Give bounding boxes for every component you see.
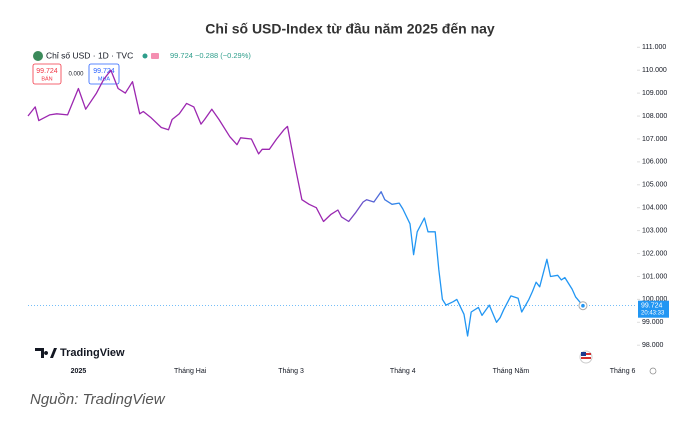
y-tick-label: 98.000	[642, 342, 664, 349]
buy-price: 99.724	[93, 68, 115, 75]
last-point-core	[581, 303, 585, 308]
x-tick-label: Tháng 6	[610, 368, 636, 375]
y-tick-label: 110.000	[642, 67, 667, 74]
watermark: TradingView	[35, 347, 125, 359]
y-tick-label: 105.000	[642, 182, 667, 189]
y-tick-label: 103.000	[642, 227, 667, 234]
y-tick-label: 111.000	[642, 44, 666, 51]
status-dot	[142, 53, 148, 59]
legend-entry: Chỉ số USD · 1D · TVC	[46, 50, 133, 60]
source: Nguồn: TradingView	[30, 391, 166, 408]
sell-box[interactable]	[32, 63, 62, 85]
price-tag-time: 20:43:33	[641, 310, 665, 316]
price-tag	[638, 300, 669, 318]
sell-label: BÁN	[41, 75, 52, 82]
spread: 0.000	[68, 72, 84, 78]
watermark-text: TradingView	[60, 347, 125, 359]
x-tick-label: Tháng Hai	[174, 368, 207, 375]
y-tick-label: 109.000	[642, 90, 667, 97]
y-tick-label: 101.000	[642, 273, 667, 280]
y-tick-label: 102.000	[642, 250, 667, 257]
legend-values: 99.724 −0.288 (−0.29%)	[170, 51, 251, 60]
x-tick-label: Tháng Năm	[493, 368, 530, 375]
price-line	[27, 69, 584, 337]
x-tick-label: Tháng 3	[278, 368, 304, 375]
x-tick-label: 2025	[71, 368, 87, 375]
y-tick-label: 99.000	[642, 319, 664, 326]
status-icon	[151, 53, 159, 59]
sell-price: 99.724	[36, 68, 58, 75]
x-tick-label: Tháng 4	[390, 368, 416, 375]
buy-box[interactable]	[88, 63, 120, 85]
settings-icon[interactable]	[649, 367, 657, 375]
y-tick-label: 108.000	[642, 113, 667, 120]
chart-title: Chỉ số USD-Index từ đầu năm 2025 đến nay	[205, 21, 495, 37]
y-tick-label: 100.000	[642, 296, 667, 303]
price-tag-label: 99.724	[641, 303, 663, 310]
y-tick-label: 107.000	[642, 136, 667, 143]
flag-icon	[579, 350, 593, 364]
y-tick-label: 106.000	[642, 159, 667, 166]
y-tick-label: 104.000	[642, 205, 667, 212]
symbol-icon	[33, 51, 43, 61]
